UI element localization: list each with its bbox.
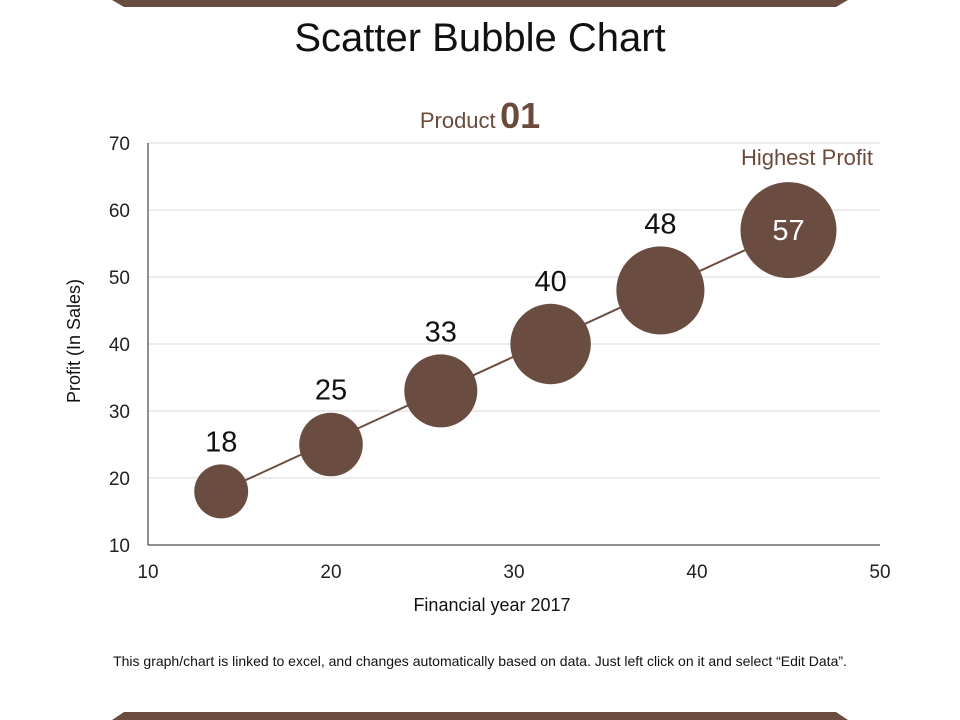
bubble-data-label: 33	[425, 316, 457, 348]
footnote: This graph/chart is linked to excel, and…	[113, 653, 847, 669]
y-tick-label: 40	[109, 335, 130, 356]
x-axis-title: Financial year 2017	[413, 595, 570, 615]
bubble-chart[interactable]: 10 20 30 40 50 60 70 10 20 30 40 50 Financial year 2…	[0, 0, 960, 650]
bubble-point[interactable]	[194, 464, 249, 519]
bubble-point[interactable]	[616, 246, 705, 335]
top-decorative-band	[0, 0, 960, 14]
x-tick-label: 10	[137, 562, 158, 583]
bubble-data-label: 25	[315, 375, 347, 407]
y-tick-label: 60	[109, 201, 130, 222]
y-tick-label: 20	[109, 469, 130, 490]
bubble-point[interactable]	[510, 303, 591, 385]
x-tick-label: 50	[869, 562, 890, 583]
bubble-point[interactable]	[404, 354, 478, 428]
y-tick-label: 50	[109, 268, 130, 289]
x-tick-label: 40	[686, 562, 707, 583]
x-tick-label: 20	[320, 562, 341, 583]
bubble-data-label: 48	[644, 208, 676, 240]
chart-subtitle: Product 01	[0, 96, 960, 144]
highest-profit-annotation: Highest Profit	[741, 145, 873, 170]
bottom-decorative-band	[0, 706, 960, 720]
y-tick-label: 10	[109, 536, 130, 557]
bubble-point[interactable]	[740, 182, 837, 279]
bubble-point[interactable]	[299, 412, 363, 477]
subtitle-text: Product	[419, 108, 496, 133]
x-tick-label: 30	[503, 562, 524, 583]
bubble-data-label: 18	[205, 426, 237, 458]
subtitle-number: 01	[500, 95, 541, 136]
y-tick-label: 70	[109, 134, 130, 155]
y-tick-label: 30	[109, 402, 130, 423]
chart-title: Scatter Bubble Chart	[294, 16, 666, 60]
bubble-data-label: 40	[534, 266, 566, 298]
bubble-data-label: 57	[772, 215, 804, 247]
y-axis-title: Profit (In Sales)	[64, 279, 84, 403]
